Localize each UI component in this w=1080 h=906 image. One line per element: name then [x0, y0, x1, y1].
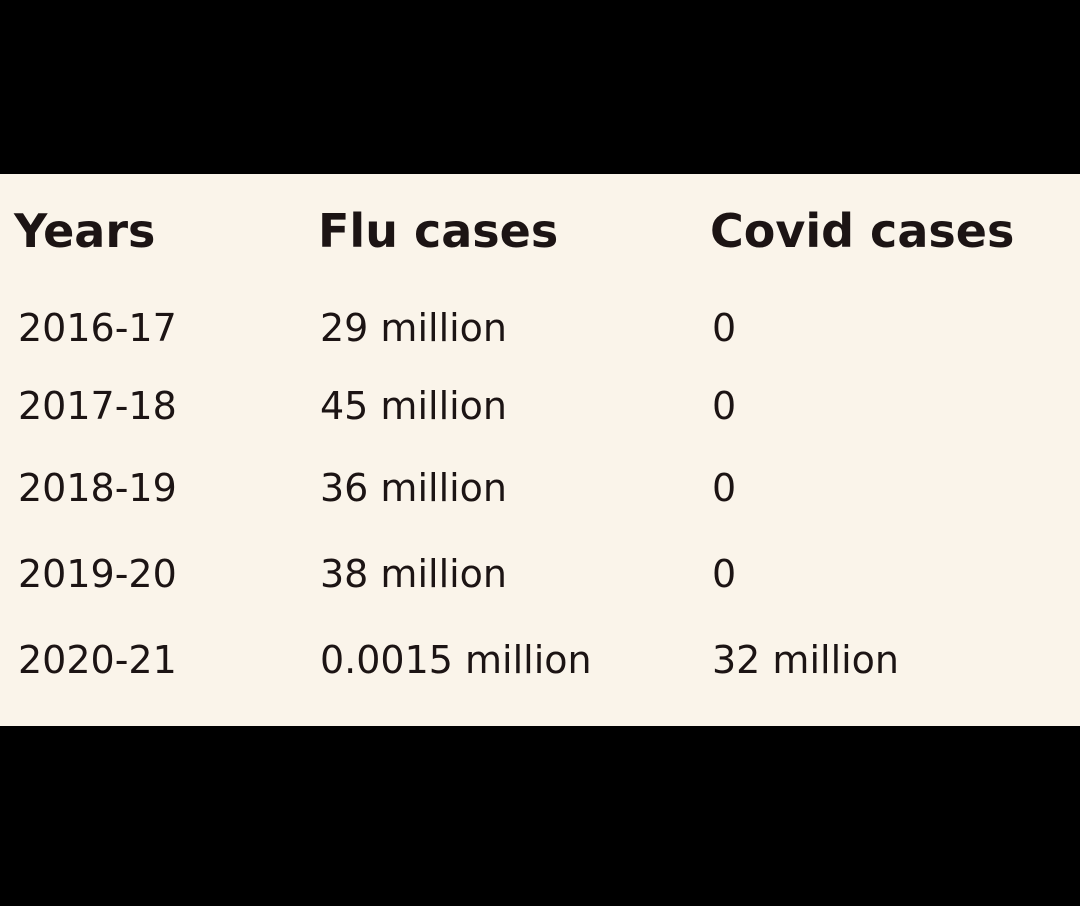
- table-cell: 2019-20: [18, 552, 177, 596]
- table-cell: 0: [712, 466, 737, 510]
- column-header: Covid cases: [710, 204, 1015, 258]
- table: Years Flu cases Covid cases 2016-17 29 milli…: [0, 174, 1080, 726]
- table-cell: 2017-18: [18, 384, 177, 428]
- table-cell: 45 million: [320, 384, 508, 428]
- table-cell: 0.0015 million: [320, 638, 592, 682]
- table-cell: 2018-19: [18, 466, 177, 510]
- table-cell: 38 million: [320, 552, 508, 596]
- table-cell: 0: [712, 306, 737, 350]
- table-cell: 0: [712, 552, 737, 596]
- column-header: Flu cases: [318, 204, 559, 258]
- table-cell: 2016-17: [18, 306, 177, 350]
- table-cell: 0: [712, 384, 737, 428]
- table-cell: 2020-21: [18, 638, 177, 682]
- column-header: Years: [14, 204, 156, 258]
- table-cell: 32 million: [712, 638, 900, 682]
- table-cell: 36 million: [320, 466, 508, 510]
- table-cell: 29 million: [320, 306, 508, 350]
